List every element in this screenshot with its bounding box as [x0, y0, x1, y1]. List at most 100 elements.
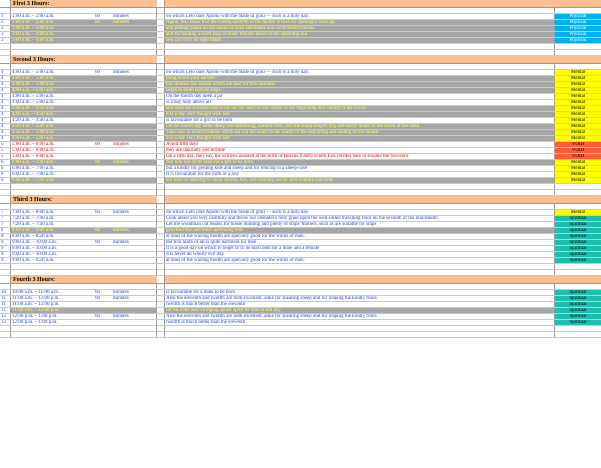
duration-cell[interactable]	[94, 308, 112, 313]
duration-cell[interactable]: 60	[95, 160, 100, 165]
duration-unit-cell[interactable]	[112, 26, 157, 31]
category-cell[interactable]: VOID	[555, 154, 601, 159]
duration-unit-cell[interactable]	[112, 38, 157, 43]
section-header-fill[interactable]	[165, 0, 601, 7]
time-range-cell[interactable]: 4:00 a.m. – 5:00 a.m.	[12, 88, 55, 93]
empty-cell[interactable]	[11, 64, 94, 69]
hour-number-cell[interactable]: 4	[0, 106, 11, 111]
empty-cell[interactable]	[157, 196, 165, 203]
category-cell[interactable]: Spiritual	[555, 290, 601, 295]
duration-unit-cell[interactable]: minutes	[112, 240, 157, 245]
hour-number-cell[interactable]: 4	[0, 70, 11, 75]
empty-cell[interactable]	[157, 190, 165, 195]
description-cell[interactable]: for on it the airy-swinging spider spins…	[165, 308, 555, 313]
time-range-cell[interactable]: 6:00 a.m. – 7:00 a.m.	[12, 178, 55, 183]
empty-cell[interactable]	[157, 38, 165, 43]
empty-cell[interactable]	[112, 270, 157, 275]
section-header-fill[interactable]	[165, 56, 601, 63]
description-cell[interactable]: Avoid fifth days	[165, 142, 555, 147]
empty-cell[interactable]	[157, 100, 165, 105]
time-range-cell[interactable]: 6:00 a.m. – 7:00 a.m.	[12, 160, 55, 165]
duration-unit-cell[interactable]	[112, 302, 157, 307]
empty-cell[interactable]	[157, 234, 165, 239]
duration-unit-cell[interactable]	[112, 154, 157, 159]
empty-cell[interactable]	[11, 332, 94, 337]
empty-cell[interactable]	[112, 64, 157, 69]
description-cell[interactable]: at least of the waxing month are special…	[165, 234, 555, 239]
empty-cell[interactable]	[0, 204, 11, 209]
time-range-cell[interactable]: 7:20 a.m. – 7:40 a.m.	[12, 222, 55, 227]
description-cell[interactable]: Again, few know that the twenty-seventh …	[165, 20, 555, 25]
duration-unit-cell[interactable]: minutes	[112, 160, 157, 165]
empty-cell[interactable]	[112, 50, 157, 55]
empty-cell[interactable]	[157, 204, 165, 209]
category-cell[interactable]: Mental	[555, 136, 601, 141]
empty-cell[interactable]	[0, 332, 11, 337]
duration-cell[interactable]	[94, 178, 112, 183]
empty-cell[interactable]	[157, 302, 165, 307]
description-cell[interactable]: is favourable for a male to be born	[165, 290, 555, 295]
duration-cell[interactable]	[94, 222, 112, 227]
hour-number-cell[interactable]: 4	[0, 136, 11, 141]
empty-cell[interactable]	[0, 50, 11, 55]
time-range-cell[interactable]: 3:00 a.m. – 4:00 a.m.	[12, 32, 55, 37]
duration-cell[interactable]: 60	[95, 142, 100, 147]
hour-number-cell[interactable]: 4	[0, 100, 11, 105]
category-cell[interactable]: Mental	[555, 178, 601, 183]
empty-cell[interactable]	[555, 44, 601, 49]
duration-unit-cell[interactable]: minutes	[112, 142, 157, 147]
hour-number-cell[interactable]: 7	[0, 222, 11, 227]
category-cell[interactable]: Spiritual	[555, 308, 601, 313]
time-range-cell[interactable]: 5:00 a.m. – 6:00 a.m.	[12, 154, 55, 159]
description-cell[interactable]: It is favourable for the birth of a boy	[165, 172, 555, 177]
empty-cell[interactable]	[112, 190, 157, 195]
description-cell[interactable]: But shun the troubles which eat out the …	[165, 106, 555, 111]
duration-unit-cell[interactable]	[112, 178, 157, 183]
empty-cell[interactable]	[165, 326, 555, 331]
category-cell[interactable]: Mental	[555, 76, 601, 81]
duration-cell[interactable]	[94, 38, 112, 43]
empty-cell[interactable]	[555, 264, 601, 269]
empty-cell[interactable]	[157, 270, 165, 275]
empty-cell[interactable]	[94, 64, 112, 69]
category-cell[interactable]: Physical	[555, 38, 601, 43]
duration-unit-cell[interactable]	[112, 130, 157, 135]
description-cell[interactable]: it is a day very fraught with fate	[165, 136, 555, 141]
time-range-cell[interactable]: 4:00 a.m. – 5:00 a.m.	[12, 82, 55, 87]
duration-cell[interactable]	[94, 82, 112, 87]
empty-cell[interactable]	[157, 290, 165, 295]
empty-cell[interactable]	[157, 70, 165, 75]
category-cell[interactable]: Spiritual	[555, 320, 601, 325]
empty-cell[interactable]	[555, 204, 601, 209]
empty-cell[interactable]	[157, 252, 165, 257]
empty-cell[interactable]	[157, 276, 165, 283]
category-cell[interactable]: Mental	[555, 88, 601, 93]
empty-cell[interactable]	[11, 8, 94, 13]
empty-cell[interactable]	[165, 332, 555, 337]
time-range-cell[interactable]: 4:00 a.m. – 5:00 a.m.	[12, 94, 55, 99]
hour-number-cell[interactable]: 4	[0, 88, 11, 93]
hour-number-cell[interactable]: 11	[0, 308, 11, 313]
description-cell[interactable]: and putting yokes on the necks of oxen a…	[165, 26, 555, 31]
duration-unit-cell[interactable]: minutes	[112, 210, 157, 215]
empty-cell[interactable]	[555, 284, 601, 289]
empty-cell[interactable]	[555, 8, 601, 13]
empty-cell[interactable]	[555, 50, 601, 55]
empty-cell[interactable]	[555, 184, 601, 189]
time-range-cell[interactable]: 4:40 a.m. – 5:00 a.m.	[12, 124, 55, 129]
empty-cell[interactable]	[112, 204, 157, 209]
time-range-cell[interactable]: 4:00 a.m. – 4:20 a.m.	[12, 112, 55, 117]
duration-cell[interactable]: 60	[95, 70, 100, 75]
duration-cell[interactable]	[94, 234, 112, 239]
empty-cell[interactable]	[112, 44, 157, 49]
hour-number-cell[interactable]: 6	[0, 160, 11, 165]
duration-cell[interactable]	[94, 106, 112, 111]
duration-cell[interactable]	[94, 124, 112, 129]
empty-cell[interactable]	[157, 326, 165, 331]
time-range-cell[interactable]: 2:00 a.m. – 3:00 a.m.	[12, 20, 55, 25]
category-cell[interactable]: Spiritual	[555, 258, 601, 263]
empty-cell[interactable]	[165, 44, 555, 49]
time-range-cell[interactable]: 6:00 a.m. – 7:00 a.m.	[12, 166, 55, 171]
empty-cell[interactable]	[94, 284, 112, 289]
hour-number-cell[interactable]: 3	[0, 32, 11, 37]
